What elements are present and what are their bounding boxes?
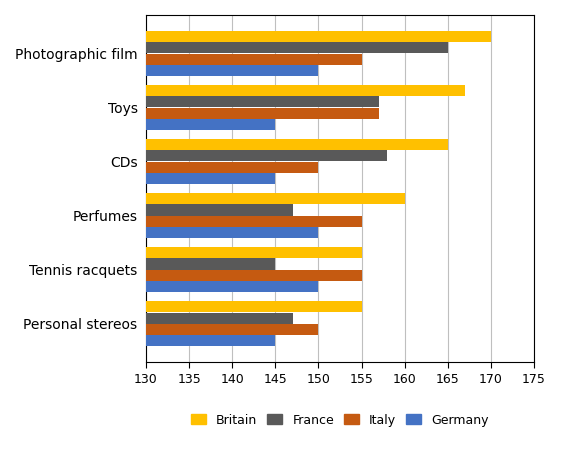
Bar: [0, 119, 275, 130]
Bar: [0, 247, 362, 258]
Bar: [0, 259, 275, 270]
Bar: [0, 324, 319, 335]
Bar: [0, 53, 362, 65]
Bar: [0, 312, 293, 324]
Bar: [0, 65, 319, 76]
Bar: [0, 301, 362, 312]
Bar: [0, 204, 293, 216]
Bar: [0, 335, 275, 346]
Bar: [0, 281, 319, 292]
Bar: [0, 139, 448, 150]
Bar: [0, 270, 362, 281]
Bar: [0, 173, 275, 184]
Bar: [0, 227, 319, 238]
Bar: [0, 162, 319, 173]
Bar: [0, 108, 379, 119]
Bar: [0, 85, 465, 96]
Bar: [0, 31, 491, 42]
Bar: [0, 96, 379, 107]
Legend: Britain, France, Italy, Germany: Britain, France, Italy, Germany: [191, 413, 489, 427]
Bar: [0, 193, 404, 204]
Bar: [0, 42, 448, 53]
Bar: [0, 216, 362, 227]
Bar: [0, 150, 388, 161]
